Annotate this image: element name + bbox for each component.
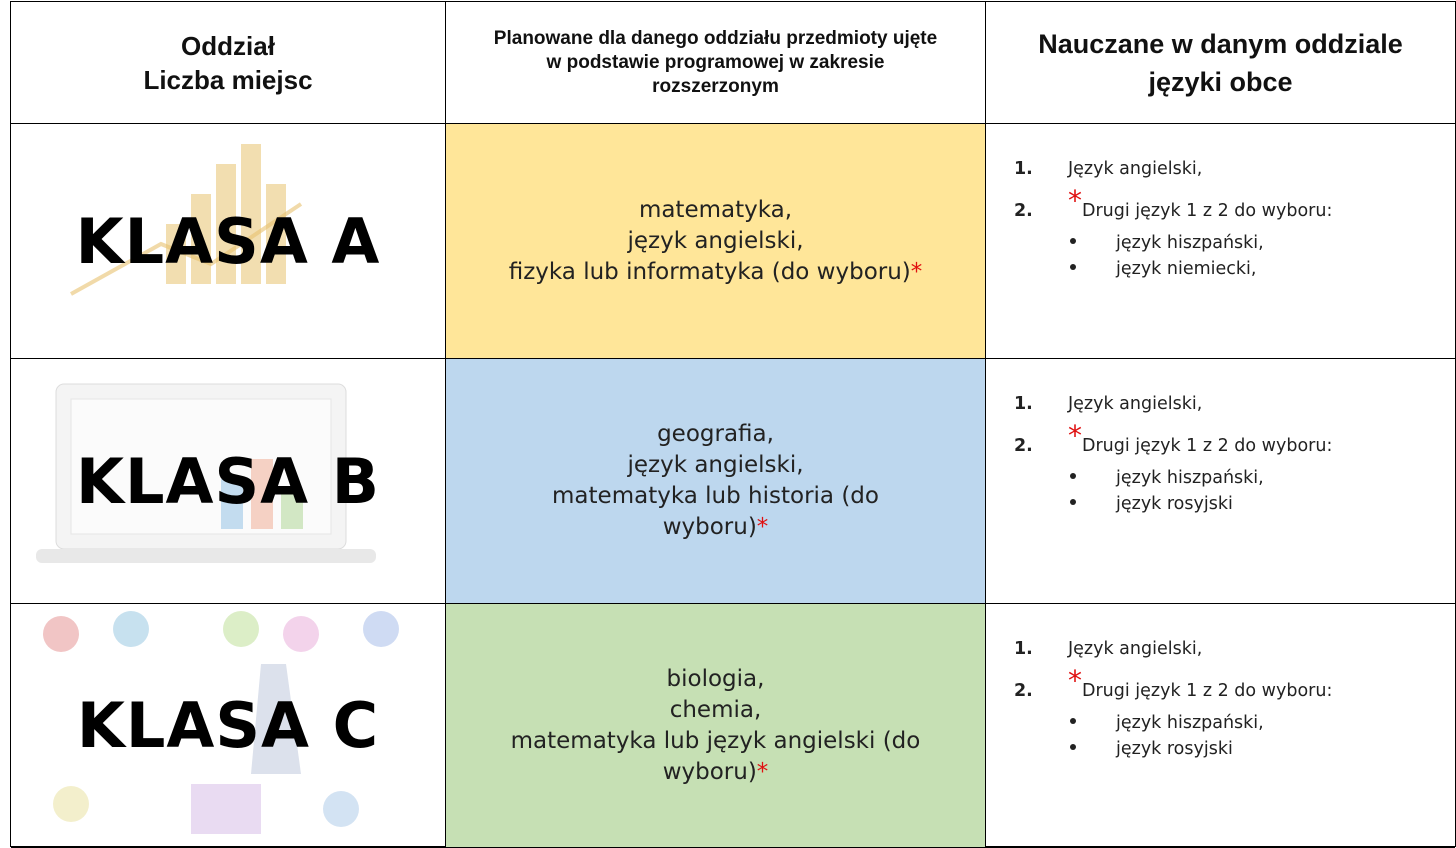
illustration xyxy=(36,383,376,563)
subject-line: biologia, xyxy=(667,664,765,695)
bullet xyxy=(1070,264,1076,270)
asterisk: * xyxy=(1068,184,1082,217)
subjects-cell: geografia, język angielski, matematyka lub… xyxy=(446,359,986,604)
table: Oddział Liczba miejsc Planowane dla danego… xyxy=(10,1,1456,848)
subject-line: chemia, xyxy=(670,695,762,726)
item-text: Język angielski, xyxy=(1068,639,1203,659)
item-number: 1. xyxy=(1014,159,1033,179)
item-text: Drugi język 1 z 2 do wyboru: xyxy=(1082,201,1333,221)
language-option: język rosyjski xyxy=(1070,736,1233,762)
header-line: języki obce xyxy=(1148,66,1293,97)
language-option: język hiszpański, xyxy=(1070,465,1264,491)
subjects-cell: biologia, chemia, matematyka lub język ang… xyxy=(446,604,986,848)
item-number: 1. xyxy=(1014,639,1033,659)
option-text: język rosyjski xyxy=(1116,739,1233,759)
header-line: rozszerzonym xyxy=(652,75,779,97)
language-item: 1. Język angielski, xyxy=(1014,156,1202,182)
subject-line: matematyka, xyxy=(639,195,792,226)
subject-text: wyboru) xyxy=(662,514,757,540)
subject-text: matematyka, xyxy=(638,196,793,223)
subject-line: język angielski, xyxy=(627,226,803,257)
language-item: 1. Język angielski, xyxy=(1014,391,1202,417)
subject-text: biologia, xyxy=(666,665,765,692)
header-cell: Planowane dla danego oddziału przedmioty… xyxy=(446,2,986,124)
subject-line: fizyka lub informatyka (do wyboru)* xyxy=(509,257,923,288)
language-item: 2. * Drugi język 1 z 2 do wyboru: xyxy=(1014,422,1333,459)
language-option: język hiszpański, xyxy=(1070,230,1264,256)
header-line: Planowane dla danego oddziału przedmioty… xyxy=(493,27,938,49)
language-option: język hiszpański, xyxy=(1070,710,1264,736)
option-text: język hiszpański, xyxy=(1116,233,1264,253)
subject-line: matematyka lub historia (do xyxy=(552,481,879,512)
language-item: 2. * Drugi język 1 z 2 do wyboru: xyxy=(1014,187,1333,224)
header-line: Oddział xyxy=(181,30,275,61)
item-text: Drugi język 1 z 2 do wyboru: xyxy=(1082,436,1333,456)
subject-line: geografia, xyxy=(657,419,774,450)
subject-line: język angielski, xyxy=(627,450,803,481)
item-text: Język angielski, xyxy=(1068,159,1203,179)
subject-text: wyboru) xyxy=(662,758,757,785)
bullet xyxy=(1070,744,1076,750)
item-number: 2. xyxy=(1014,436,1033,456)
languages-cell: 1. Język angielski, 2. * Drugi język 1 z 2 d… xyxy=(986,124,1455,359)
class-cell: KLASA B xyxy=(11,359,446,604)
bullet xyxy=(1070,499,1076,505)
bullet xyxy=(1070,473,1076,479)
class-name: KLASA A xyxy=(75,204,381,278)
subject-text: język angielski, xyxy=(627,452,804,478)
languages-cell: 1. Język angielski, 2. * Drugi język 1 z 2 d… xyxy=(986,604,1455,848)
subjects-cell: matematyka, język angielski, fizyka lub in… xyxy=(446,124,986,359)
class-cell: KLASA A xyxy=(11,124,446,359)
header-cell: Oddział Liczba miejsc xyxy=(11,2,446,124)
subject-line: wyboru)* xyxy=(663,757,769,788)
subject-text: chemia, xyxy=(669,696,762,723)
asterisk: * xyxy=(1068,419,1082,452)
subject-text: matematyka lub język angielski (do xyxy=(510,727,921,754)
item-number: 2. xyxy=(1014,681,1033,701)
item-text: Drugi język 1 z 2 do wyboru: xyxy=(1082,681,1333,701)
option-text: język niemiecki, xyxy=(1116,259,1257,279)
subject-text: matematyka lub historia (do xyxy=(552,483,879,509)
subject-line: matematyka lub język angielski (do xyxy=(511,726,921,757)
illustration xyxy=(43,611,399,834)
header-line: Nauczane w danym oddziale xyxy=(1038,28,1403,59)
option-text: język rosyjski xyxy=(1116,494,1233,514)
option-text: język hiszpański, xyxy=(1116,713,1264,733)
language-item: 2. * Drugi język 1 z 2 do wyboru: xyxy=(1014,667,1333,704)
option-text: język hiszpański, xyxy=(1116,468,1264,488)
bullet xyxy=(1070,718,1076,724)
item-text: Język angielski, xyxy=(1068,394,1203,414)
class-name: KLASA B xyxy=(75,444,380,518)
class-name: KLASA C xyxy=(76,689,380,762)
asterisk: * xyxy=(756,514,769,540)
subject-text: fizyka lub informatyka (do wyboru) xyxy=(508,258,911,285)
header-line: w podstawie programowej w zakresie xyxy=(546,51,885,73)
subject-line: wyboru)* xyxy=(663,512,769,543)
language-item: 1. Język angielski, xyxy=(1014,636,1202,662)
header-cell: Nauczane w danym oddziale języki obce xyxy=(986,2,1455,124)
asterisk: * xyxy=(1068,664,1082,697)
illustration xyxy=(70,144,303,296)
asterisk: * xyxy=(910,258,923,285)
class-cell: KLASA C xyxy=(11,604,446,848)
language-option: język rosyjski xyxy=(1070,491,1233,517)
bullet xyxy=(1070,238,1076,244)
subject-text: język angielski, xyxy=(627,227,804,254)
language-option: język niemiecki, xyxy=(1070,256,1256,282)
header-line: Liczba miejsc xyxy=(143,64,313,95)
item-number: 2. xyxy=(1014,201,1033,221)
languages-cell: 1. Język angielski, 2. * Drugi język 1 z 2 d… xyxy=(986,359,1455,604)
item-number: 1. xyxy=(1014,394,1033,414)
asterisk: * xyxy=(756,758,769,785)
subject-text: geografia, xyxy=(657,421,774,447)
